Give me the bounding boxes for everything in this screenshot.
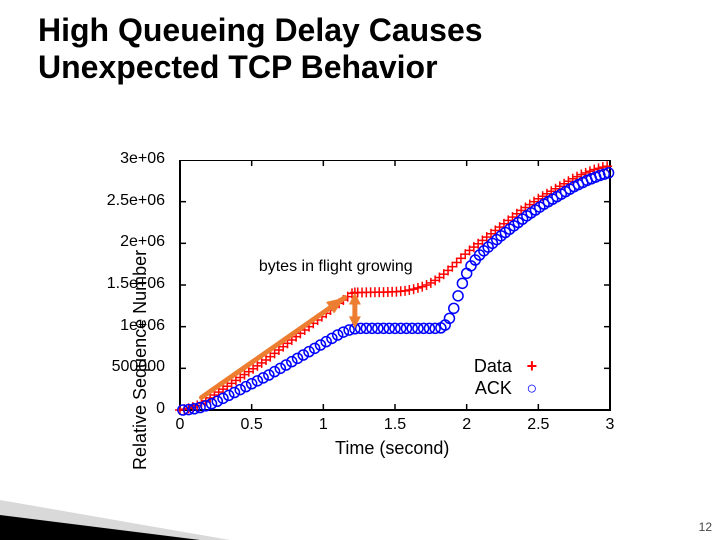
page-number: 12 (699, 520, 712, 534)
y-tick-label: 0 (85, 400, 165, 418)
legend-marker-icon: ○ (524, 378, 540, 399)
x-tick-label: 0.5 (232, 416, 272, 434)
x-tick-label: 2 (447, 416, 487, 434)
title-line-2: Unexpected TCP Behavior (38, 49, 483, 86)
x-tick-label: 1.5 (375, 416, 415, 434)
title-line-1: High Queueing Delay Causes (38, 12, 483, 49)
corner-wedges (0, 480, 260, 540)
x-axis-label: Time (second) (335, 438, 449, 459)
x-tick-label: 2.5 (518, 416, 558, 434)
legend-label: Data (474, 356, 512, 377)
chart-container: Relative Sequence Number 05000001e+061.5… (80, 160, 610, 460)
y-tick-label: 500000 (85, 358, 165, 376)
slide-title: High Queueing Delay Causes Unexpected TC… (38, 12, 483, 86)
y-tick-label: 2e+06 (85, 233, 165, 251)
annotation-bytes-in-flight: bytes in flight growing (259, 258, 413, 276)
chart-legend: Data + ACK ○ (474, 356, 540, 400)
y-tick-label: 1e+06 (85, 317, 165, 335)
legend-label: ACK (475, 378, 512, 399)
y-tick-label: 2.5e+06 (85, 192, 165, 210)
x-tick-label: 3 (590, 416, 630, 434)
x-tick-label: 0 (160, 416, 200, 434)
legend-item: Data + (474, 356, 540, 378)
legend-item: ACK ○ (474, 378, 540, 400)
slide: High Queueing Delay Causes Unexpected TC… (0, 0, 720, 540)
x-tick-label: 1 (303, 416, 343, 434)
y-tick-label: 3e+06 (85, 150, 165, 168)
legend-marker-icon: + (524, 356, 540, 377)
y-tick-label: 1.5e+06 (85, 275, 165, 293)
